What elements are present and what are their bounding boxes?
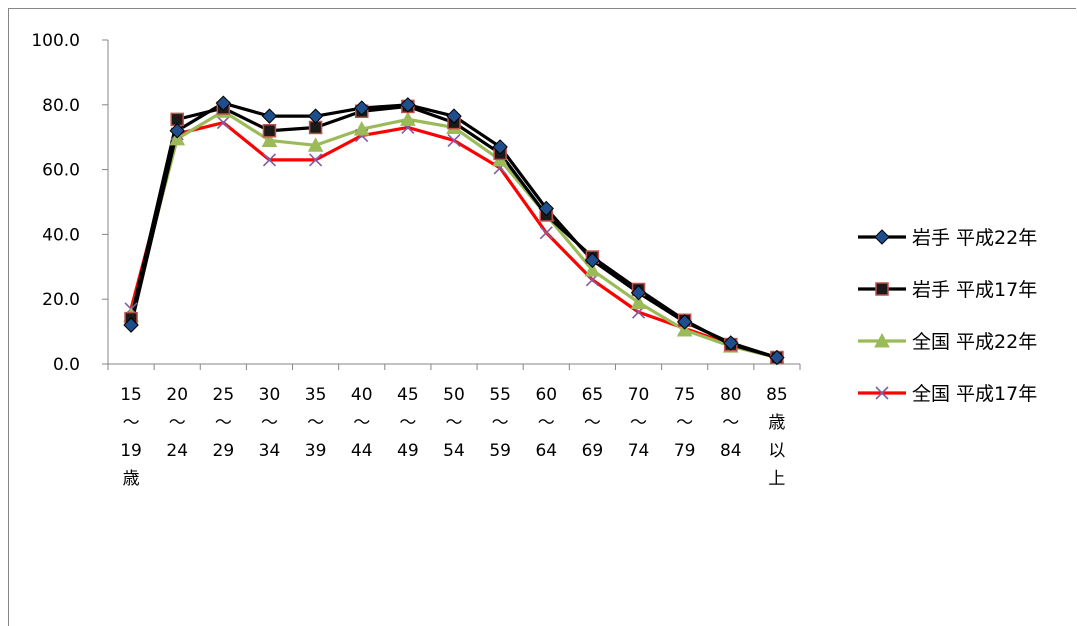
x-tick-label: 79 [674, 441, 696, 461]
x-tick-label: 15 [120, 385, 142, 405]
data-point [539, 226, 553, 240]
data-point [584, 252, 601, 269]
x-tick-label: ～ [169, 413, 186, 433]
data-point [309, 153, 323, 167]
x-tick-label: 55 [489, 385, 511, 405]
x-tick-label: ～ [492, 413, 509, 433]
data-point [262, 123, 277, 138]
x-tick-label: 64 [535, 441, 557, 461]
legend-marker [874, 229, 890, 245]
data-point [630, 294, 647, 309]
y-tick-label: 100.0 [31, 31, 80, 51]
data-point [123, 317, 139, 333]
data-point [215, 95, 232, 111]
data-point [676, 314, 693, 330]
x-tick-label: 75 [674, 385, 696, 405]
y-tick-label: 60.0 [42, 161, 80, 181]
x-tick-label: ～ [123, 413, 140, 433]
x-tick-label: 30 [259, 385, 281, 405]
data-point [353, 121, 370, 136]
x-tick-label: 35 [305, 385, 327, 405]
x-tick-label: 上 [768, 469, 785, 489]
legend-label: 全国 平成22年 [912, 331, 1037, 353]
data-point [307, 108, 324, 124]
x-tick-label: ～ [215, 413, 232, 433]
legend-marker [875, 282, 889, 296]
x-tick-label: ～ [630, 413, 647, 433]
y-tick-label: 0.0 [53, 355, 80, 375]
x-tick-label: 24 [166, 441, 188, 461]
x-tick-label: 40 [351, 385, 373, 405]
x-tick-label: 49 [397, 441, 419, 461]
y-tick-label: 80.0 [42, 96, 80, 116]
x-tick-label: 39 [305, 441, 327, 461]
data-point [169, 123, 185, 139]
x-tick-label: ～ [676, 413, 693, 433]
x-tick-label: ～ [307, 413, 324, 433]
x-tick-label: 45 [397, 385, 419, 405]
data-point [538, 200, 554, 217]
x-tick-label: ～ [261, 413, 278, 433]
x-tick-label: 54 [443, 441, 465, 461]
data-point [630, 285, 647, 301]
x-tick-label: 85 [766, 385, 788, 405]
x-tick-label: 以 [768, 441, 785, 461]
x-tick-label: 19 [120, 441, 142, 461]
x-tick-label: 歳 [768, 413, 785, 433]
x-tick-label: 34 [259, 441, 281, 461]
x-tick-label: 80 [720, 385, 742, 405]
x-tick-label: 44 [351, 441, 373, 461]
data-point [492, 139, 508, 155]
y-tick-label: 40.0 [42, 225, 80, 245]
data-point [723, 335, 739, 351]
legend-label: 岩手 平成17年 [912, 279, 1037, 301]
x-tick-label: ～ [446, 413, 463, 433]
x-tick-label: 65 [582, 385, 604, 405]
x-tick-label: 29 [213, 441, 235, 461]
data-point [354, 100, 370, 116]
x-tick-label: 歳 [123, 469, 140, 489]
data-point [261, 108, 278, 124]
data-point [261, 132, 278, 147]
data-point [769, 349, 785, 366]
legend-label: 全国 平成17年 [912, 383, 1037, 405]
x-tick-label: ～ [584, 413, 601, 433]
x-tick-label: ～ [399, 413, 416, 433]
legend-marker [874, 332, 890, 348]
x-tick-label: ～ [353, 413, 370, 433]
legend-marker [875, 386, 889, 400]
x-tick-label: ～ [538, 413, 555, 433]
x-tick-label: 20 [166, 385, 188, 405]
x-tick-label: 25 [213, 385, 235, 405]
x-tick-label: 84 [720, 441, 742, 461]
data-point [216, 116, 230, 130]
data-point [447, 133, 461, 148]
x-tick-label: 70 [628, 385, 650, 405]
x-tick-label: 60 [535, 385, 557, 405]
data-point [262, 153, 277, 167]
legend-label: 岩手 平成22年 [912, 227, 1037, 249]
y-tick-label: 20.0 [42, 290, 80, 310]
data-point [400, 111, 416, 126]
x-tick-label: 74 [628, 441, 650, 461]
chart-area [8, 8, 1076, 626]
data-point [584, 261, 601, 277]
data-point [446, 108, 462, 124]
x-tick-label: 50 [443, 385, 465, 405]
data-point [307, 137, 324, 152]
data-point [400, 97, 416, 113]
x-tick-label: ～ [722, 413, 739, 433]
x-tick-label: 69 [582, 441, 604, 461]
x-tick-label: 59 [489, 441, 511, 461]
